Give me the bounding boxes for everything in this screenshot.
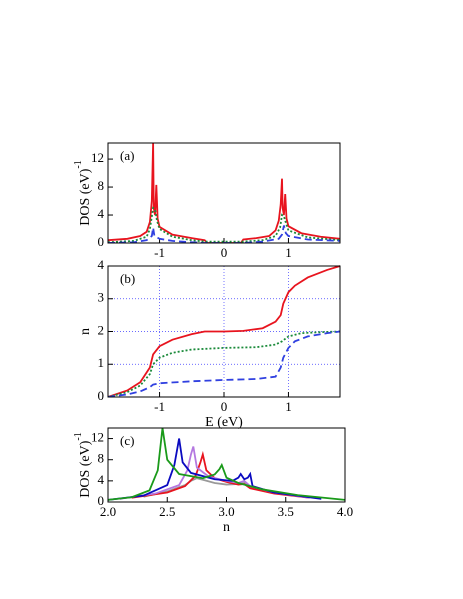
y-axis-label-sup: -1 xyxy=(73,432,84,440)
y-tick-label: 8 xyxy=(98,178,105,193)
x-tick-label: 4.0 xyxy=(337,504,353,519)
data-line xyxy=(108,225,340,243)
x-tick-label: 3.5 xyxy=(278,504,294,519)
data-line xyxy=(108,142,340,243)
plot-frame xyxy=(107,427,346,503)
data-line xyxy=(108,206,340,243)
y-tick-label: 2 xyxy=(98,322,105,337)
y-tick-label: 4 xyxy=(98,206,105,221)
y-axis-label: n xyxy=(78,328,93,335)
plot-frame xyxy=(107,265,341,398)
y-axis-label: DOS (eV)-1 xyxy=(73,432,93,498)
y-tick-label: 3 xyxy=(98,290,105,305)
x-tick-label: 2.5 xyxy=(159,504,175,519)
y-tick-label: 0 xyxy=(98,388,105,403)
y-tick-label: 4 xyxy=(98,472,105,487)
data-line xyxy=(108,438,322,501)
y-tick-label: 1 xyxy=(98,355,105,370)
y-tick-label: 8 xyxy=(98,451,105,466)
y-tick-label: 4 xyxy=(98,257,105,272)
y-tick-label: 12 xyxy=(91,150,104,165)
x-tick-label: 0 xyxy=(221,399,228,414)
x-tick-label: -1 xyxy=(154,245,165,260)
x-axis-label: n xyxy=(223,520,230,535)
data-line xyxy=(131,450,310,499)
y-tick-label: 12 xyxy=(91,430,104,445)
data-line xyxy=(108,265,340,397)
x-tick-label: 0 xyxy=(221,245,228,260)
panel-label: (a) xyxy=(120,148,134,163)
y-axis-label-text: DOS (eV) xyxy=(78,168,93,225)
data-line xyxy=(108,330,340,397)
data-line xyxy=(108,330,340,397)
y-tick-label: 0 xyxy=(98,234,105,249)
panel-label: (c) xyxy=(120,433,134,448)
x-tick-label: 3.0 xyxy=(218,504,234,519)
x-tick-label: 1 xyxy=(285,245,292,260)
x-tick-label: 1 xyxy=(285,399,292,414)
y-axis-label-text: n xyxy=(78,328,93,335)
y-tick-label: 0 xyxy=(98,493,105,508)
panel-label: (b) xyxy=(120,271,135,286)
x-tick-label: -1 xyxy=(154,399,165,414)
y-axis-label: DOS (eV)-1 xyxy=(73,160,93,226)
x-axis-label: E (eV) xyxy=(205,415,243,430)
plot-frame xyxy=(107,142,341,244)
x-tick-label: 2.0 xyxy=(100,504,116,519)
y-axis-label-text: DOS (eV) xyxy=(78,440,93,497)
data-line xyxy=(108,427,345,501)
y-axis-label-sup: -1 xyxy=(73,160,84,168)
